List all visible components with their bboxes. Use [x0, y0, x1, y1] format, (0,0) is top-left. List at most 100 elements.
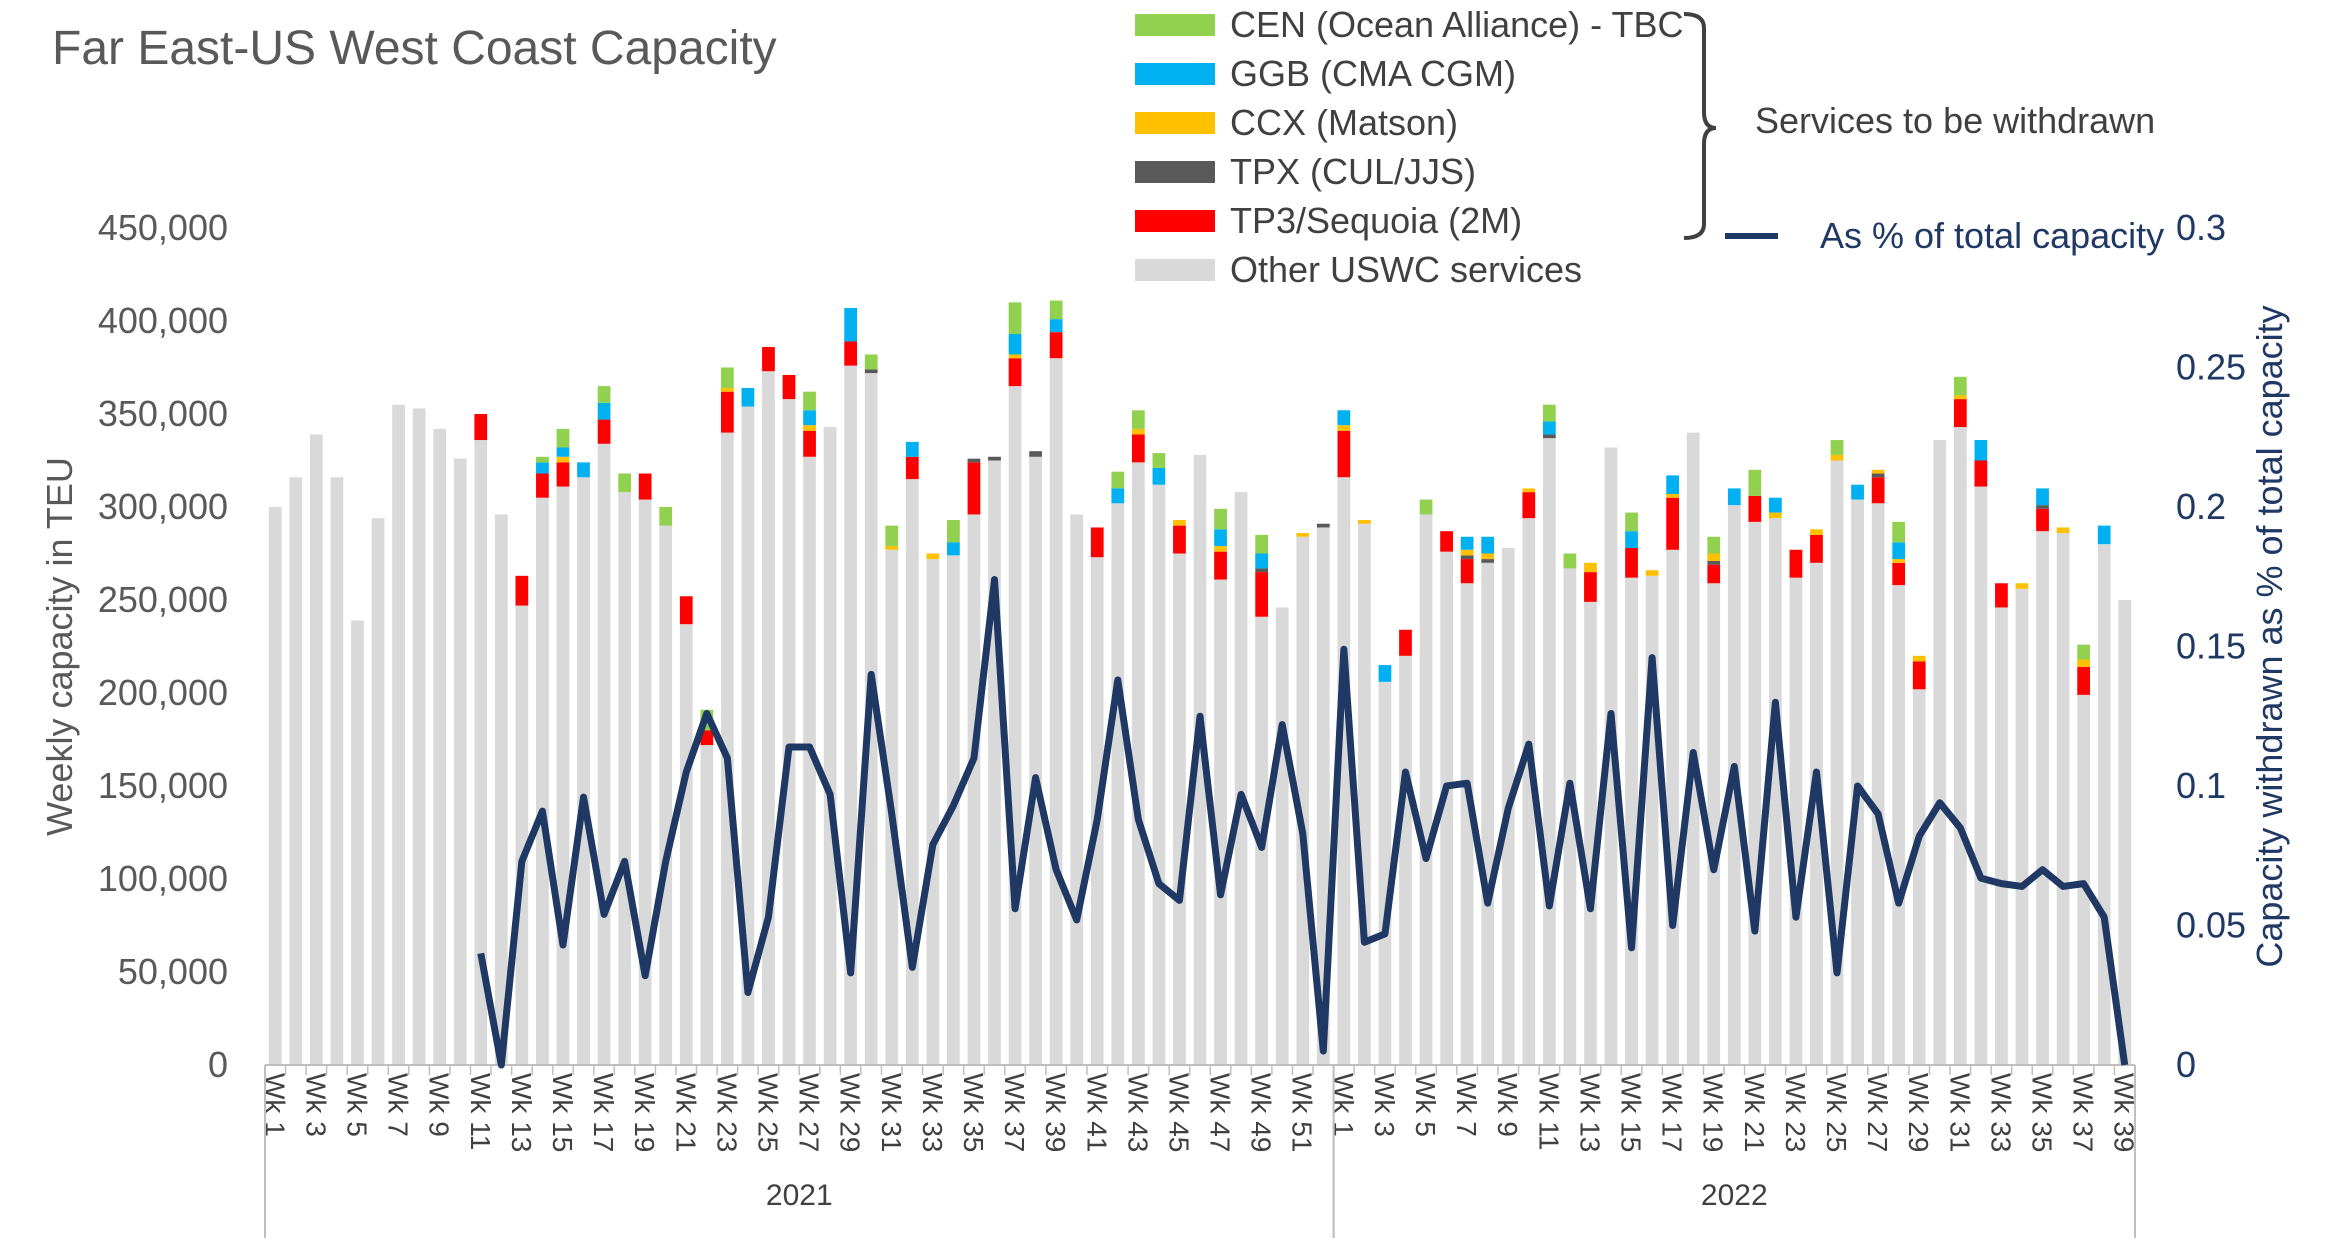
bar-segment — [700, 730, 714, 746]
line-legend-label: As % of total capacity — [1820, 215, 2164, 256]
bar-segment — [1892, 562, 1906, 586]
bar-segment — [1173, 553, 1186, 1065]
legend-bracket — [1683, 12, 1717, 240]
bar-segment — [1481, 562, 1495, 1065]
bar-segment — [1214, 551, 1227, 580]
x-tick-label: Wk 35 — [958, 1073, 989, 1152]
y-tick-label: 300,000 — [98, 486, 228, 527]
bar-segment — [1789, 549, 1803, 578]
bar-segment — [1337, 477, 1351, 1065]
y-tick-label: 0 — [208, 1044, 228, 1085]
bar-segment — [1008, 302, 1022, 335]
bar-segment — [1974, 486, 1988, 1065]
bar-segment — [1296, 533, 1310, 537]
y2-tick-label: 0 — [2176, 1044, 2196, 1085]
bar-segment — [1255, 572, 1269, 617]
x-tick-label: Wk 7 — [1451, 1073, 1482, 1137]
bar-segment — [2036, 508, 2049, 532]
bar-segment — [1337, 410, 1351, 426]
legend: CEN (Ocean Alliance) - TBC GGB (CMA CGM) C… — [1135, 4, 1683, 290]
y-axis-title: Weekly capacity in TEU — [39, 457, 80, 836]
legend-swatch — [1135, 63, 1215, 85]
bar-segment — [1810, 529, 1823, 535]
bar-segment — [864, 354, 878, 370]
bar-segment — [1070, 514, 1084, 1065]
bar-segment — [2015, 583, 2029, 589]
bar-segment — [1131, 428, 1145, 435]
bar-segment — [1871, 503, 1885, 1065]
bar-segment — [1707, 560, 1721, 565]
bar-segment — [1522, 492, 1536, 519]
bar-segment — [782, 399, 796, 1065]
legend-label: GGB (CMA CGM) — [1230, 53, 1516, 94]
y-tick-label: 150,000 — [98, 765, 228, 806]
bar-segment — [720, 432, 734, 1066]
bar-segment — [2097, 525, 2111, 545]
bar-segment — [967, 458, 981, 463]
bar-segment — [1358, 523, 1371, 1065]
bar-segment — [988, 456, 1001, 461]
legend-swatch — [1135, 112, 1215, 134]
bar-segment — [1707, 536, 1721, 554]
bar-segment — [453, 458, 467, 1065]
bar-segment — [947, 542, 960, 556]
bar-segment — [1892, 542, 1906, 560]
bar-segment — [1049, 319, 1063, 333]
bar-segment — [1378, 681, 1392, 1065]
legend-label: TPX (CUL/JJS) — [1230, 151, 1476, 192]
bar-segment — [536, 497, 549, 1065]
bar-segment — [659, 507, 673, 526]
bar-segment — [1131, 434, 1145, 463]
bar-segment — [536, 456, 549, 463]
bar-segment — [1152, 453, 1166, 468]
bar-segment — [2036, 505, 2049, 509]
axes: 0 50,000 100,000 150,000 200,000 250,000 300,0… — [98, 207, 2246, 1238]
y2-tick-label: 0.2 — [2176, 486, 2226, 527]
bar-segment — [1542, 404, 1556, 422]
y2-tick-label: 0.25 — [2176, 347, 2246, 388]
y-tick-label: 250,000 — [98, 579, 228, 620]
bar-segment — [1008, 386, 1022, 1066]
bar-segment — [1193, 454, 1207, 1065]
bar-segment — [2077, 694, 2090, 1065]
x-tick-label: Wk 5 — [342, 1073, 373, 1137]
bar-segment — [720, 367, 734, 388]
bar-segment — [1953, 376, 1967, 396]
bar-segment — [556, 486, 570, 1065]
x-tick-label: Wk 27 — [1862, 1073, 1893, 1152]
bar-segment — [1995, 583, 2008, 608]
bar-segment — [1563, 568, 1577, 1065]
bar-segment — [1666, 493, 1680, 498]
y2-tick-label: 0.05 — [2176, 905, 2246, 946]
bar-segment — [1152, 484, 1166, 1065]
bar-segment — [597, 419, 611, 444]
x-tick-label: Wk 11 — [1533, 1073, 1564, 1150]
bar-segment — [412, 408, 426, 1065]
x-tick-label: Wk 27 — [794, 1073, 825, 1152]
x-tick-label: Wk 37 — [999, 1073, 1030, 1152]
x-tick-label: Wk 33 — [917, 1073, 948, 1152]
y2-tick-label: 0.3 — [2176, 207, 2226, 248]
bar-segment — [1029, 456, 1042, 1065]
x-tick-label: Wk 47 — [1205, 1073, 1236, 1152]
bar-segment — [1419, 514, 1433, 1065]
x-tick-label: Wk 21 — [670, 1073, 701, 1152]
bar-segment — [803, 430, 816, 457]
bar-segment — [1769, 512, 1782, 519]
bar-segment — [392, 404, 405, 1065]
bar-segment — [1296, 536, 1310, 1065]
bar-segment — [2097, 544, 2111, 1065]
x-tick-label: Wk 19 — [629, 1073, 660, 1152]
x-tick-label: Wk 29 — [1903, 1073, 1934, 1152]
bar-segment — [1953, 427, 1967, 1065]
x-tick-label: Wk 25 — [753, 1073, 784, 1152]
bar-segment — [1111, 503, 1125, 1065]
bar-segment — [1666, 497, 1680, 550]
bar-segment — [700, 745, 714, 1065]
bar-segment — [967, 462, 981, 515]
bar-segment — [1584, 572, 1597, 602]
bar-segment — [1399, 629, 1412, 656]
bar-segment — [351, 620, 364, 1065]
